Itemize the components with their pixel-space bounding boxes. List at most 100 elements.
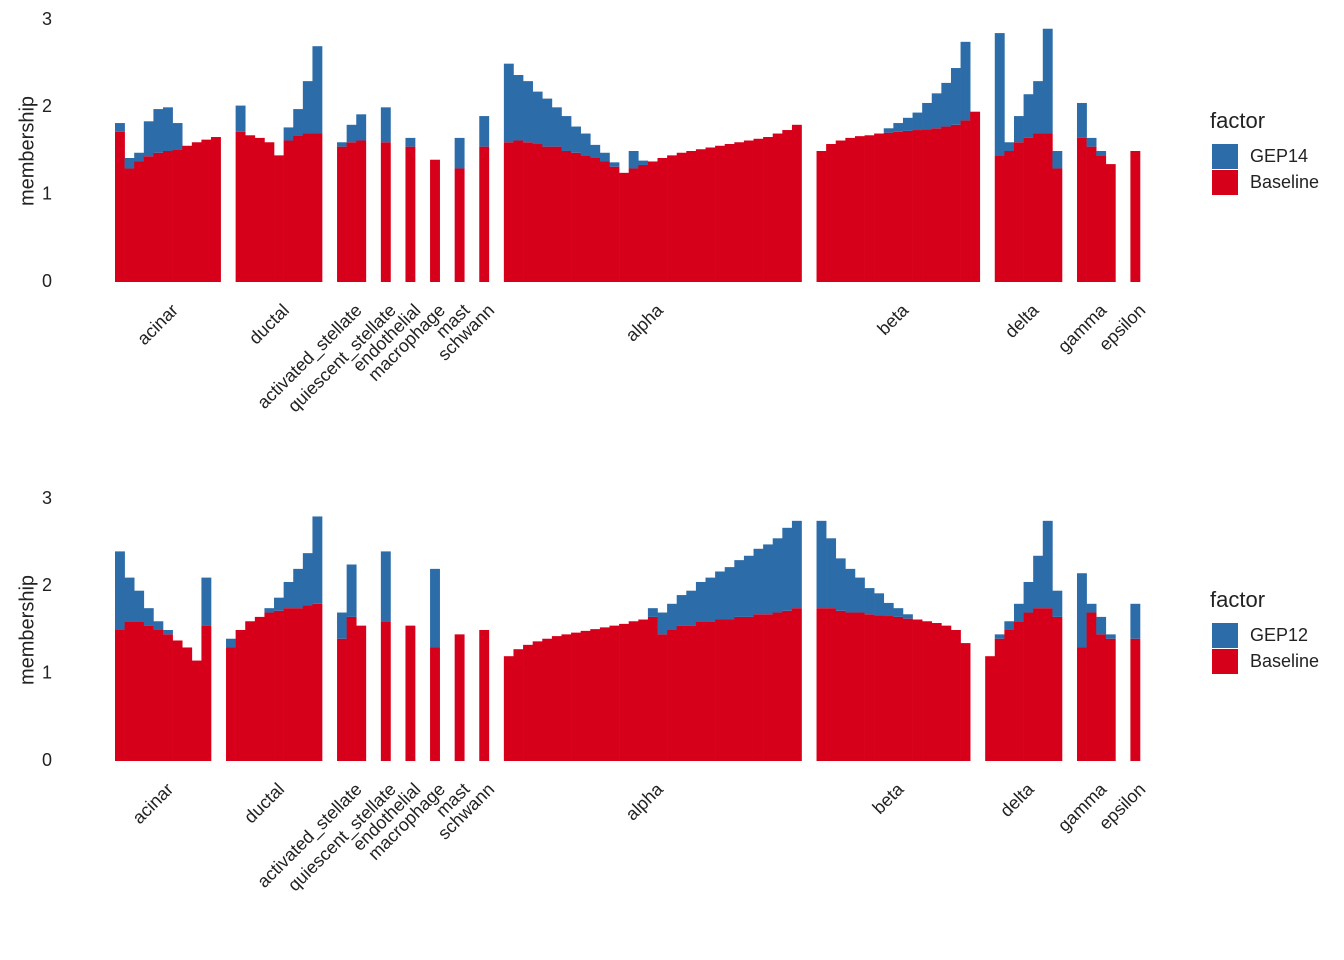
bar-segment (724, 619, 735, 761)
bar-segment (931, 623, 942, 761)
bar-segment (124, 621, 135, 761)
bar-segment (734, 616, 745, 761)
bar-segment (274, 597, 284, 611)
bar-segment (245, 621, 256, 761)
bar-segment (1033, 608, 1044, 761)
bar-segment (571, 632, 581, 761)
y-tick-label: 2 (42, 575, 52, 595)
bar-segment (960, 120, 971, 282)
bar-segment (628, 168, 639, 282)
bar-segment (638, 164, 649, 282)
bar-segment (772, 538, 783, 613)
bar-segment (523, 142, 533, 282)
bar-segment (647, 608, 658, 617)
bar-segment (902, 618, 913, 761)
bar-segment (380, 142, 391, 282)
bar-segment (312, 603, 323, 761)
bar-segment (883, 602, 894, 617)
bar-segment (182, 647, 193, 761)
bar-segment (226, 638, 236, 648)
bar-segment (845, 612, 856, 761)
bar-segment (346, 616, 357, 761)
bar-segment (912, 112, 923, 131)
bar-segment (638, 160, 649, 165)
bar-segment (356, 114, 367, 141)
bar-segment (609, 166, 620, 282)
bar-segment (551, 146, 562, 282)
bar-segment (201, 139, 212, 282)
legend-swatch (1212, 649, 1238, 674)
bar-segment (1076, 647, 1087, 761)
bar-segment (302, 605, 313, 761)
bar-segment (479, 146, 490, 282)
bar-segment (293, 109, 304, 136)
bar-segment (380, 621, 391, 761)
bar-segment (686, 590, 697, 626)
bar-segment (667, 630, 678, 761)
bar-segment (628, 621, 639, 761)
bar-segment (503, 656, 514, 761)
y-tick-label: 0 (42, 750, 52, 770)
bar-segment (380, 551, 391, 622)
bar-segment (1105, 164, 1116, 282)
legend-label: Baseline (1250, 651, 1319, 671)
bar-segment (782, 130, 793, 282)
bar-segment (695, 581, 706, 622)
bar-segment (1052, 168, 1063, 282)
bar-segment (143, 625, 154, 761)
bar-segment (172, 640, 183, 761)
bar-segment (346, 124, 357, 143)
bar-segment (405, 146, 416, 282)
bar-segment (201, 625, 212, 761)
bar-segment (405, 625, 416, 761)
bar-segment (599, 161, 610, 282)
bar-segment (791, 124, 802, 282)
y-tick-label: 3 (42, 9, 52, 29)
legend-label: Baseline (1250, 172, 1319, 192)
bar-segment (312, 516, 323, 604)
bar-segment (561, 634, 572, 761)
bar-segment (676, 152, 687, 282)
bar-segment (312, 133, 323, 282)
bar-segment (845, 568, 856, 613)
bar-segment (542, 146, 553, 282)
bar-segment (864, 614, 875, 761)
bar-segment (994, 634, 1005, 639)
x-tick-label: ductal (240, 779, 288, 827)
bar-segment (657, 634, 668, 761)
bar-segment (1042, 133, 1053, 282)
bar-segment (163, 151, 173, 282)
bar-segment (715, 571, 726, 620)
bar-segment (724, 567, 735, 620)
bar-segment (772, 133, 783, 282)
x-tick-label: alpha (622, 778, 668, 824)
bar-segment (705, 621, 716, 761)
bar-segment (590, 157, 601, 282)
bar-segment (235, 630, 246, 761)
bar-segment (994, 155, 1005, 282)
bar-segment (985, 656, 996, 761)
bar-segment (791, 608, 802, 761)
bar-segment (143, 156, 154, 282)
legend-title: factor (1210, 587, 1265, 612)
bar-segment (657, 157, 668, 282)
bar-segment (503, 142, 514, 282)
bar-segment (835, 610, 846, 761)
bar-segment (931, 128, 942, 282)
bar-segment (503, 63, 514, 143)
bar-segment (893, 131, 904, 282)
bar-segment (1013, 603, 1024, 622)
bar-segment (1033, 133, 1044, 282)
legend-swatch (1212, 170, 1238, 195)
bar-segment (960, 41, 971, 121)
bar-segment (283, 608, 294, 761)
bar-segment (667, 155, 678, 282)
bar-segment (1052, 590, 1063, 617)
bar-segment (1096, 151, 1107, 156)
bar-segment (1076, 102, 1087, 138)
bar-segment (1023, 581, 1034, 613)
bar-segment (523, 644, 533, 761)
bar-segment (235, 131, 246, 282)
y-tick-label: 1 (42, 662, 52, 682)
